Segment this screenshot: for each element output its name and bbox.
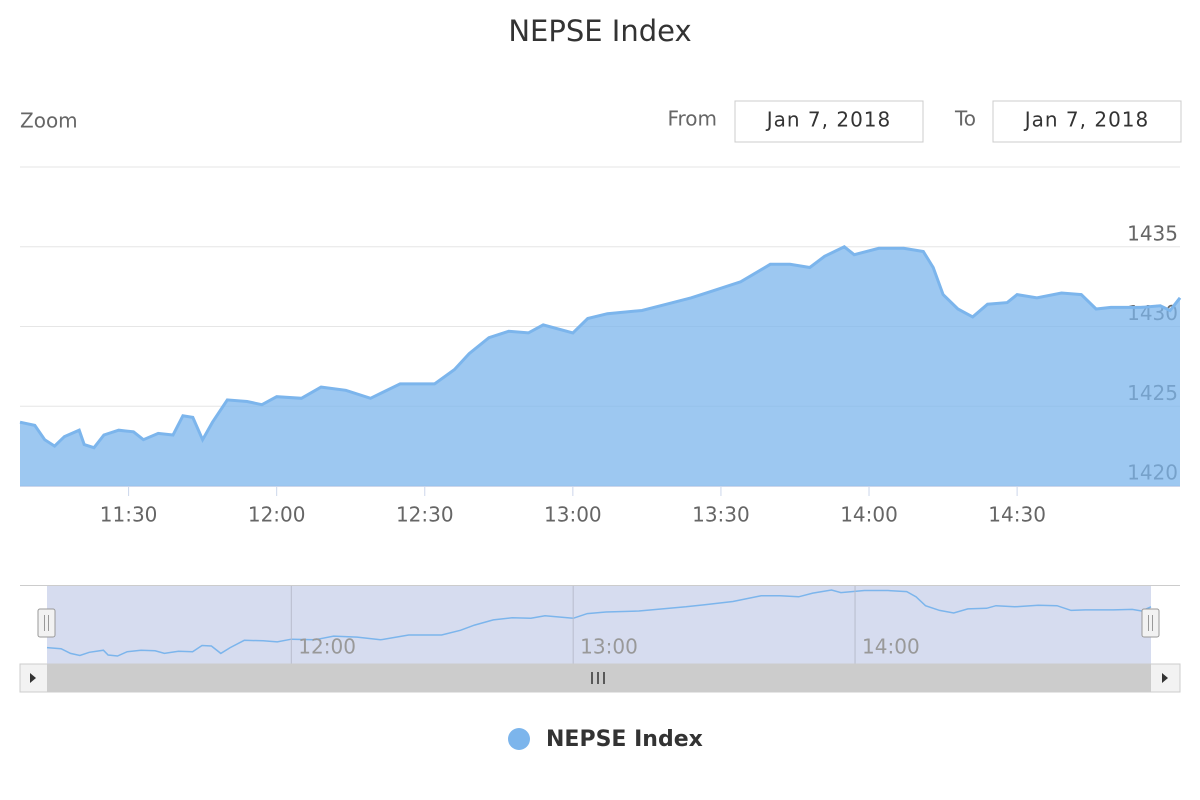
- chart-title: NEPSE Index: [508, 14, 691, 48]
- area-fill: [20, 246, 1180, 486]
- navigator-tick-label: 14:00: [862, 635, 920, 659]
- to-input[interactable]: [992, 100, 1182, 143]
- series-line: [19, 245, 1182, 450]
- from-label: From: [667, 107, 717, 131]
- handle-grip: [44, 615, 49, 631]
- scrollbar-grip: [591, 672, 605, 684]
- to-value[interactable]: Jan 7, 2018: [1023, 108, 1150, 132]
- legend-label[interactable]: NEPSE Index: [546, 727, 703, 752]
- x-tick-label: 11:30: [100, 503, 158, 527]
- x-tick-label: 13:30: [692, 503, 750, 527]
- y-tick-label: 1435: [1127, 221, 1178, 245]
- x-tick-label: 13:00: [544, 503, 602, 527]
- scroll-left-arrow[interactable]: [30, 673, 36, 683]
- x-tick-label: 12:30: [396, 503, 454, 527]
- legend-marker: [508, 728, 530, 750]
- to-label: To: [954, 107, 976, 131]
- navigator-line: [46, 589, 1152, 657]
- handle-grip: [1148, 615, 1153, 631]
- scrollbar-thumb[interactable]: [47, 664, 1151, 692]
- x-tick-label: 12:00: [248, 503, 306, 527]
- navigator-tick-label: 13:00: [580, 635, 638, 659]
- from-input[interactable]: [734, 100, 924, 143]
- navigator-tick-label: 12:00: [298, 635, 356, 659]
- zoom-label: Zoom: [20, 109, 78, 133]
- scroll-right-arrow[interactable]: [1162, 673, 1168, 683]
- navigator-handle-left[interactable]: [37, 608, 56, 638]
- x-tick-label: 14:30: [988, 503, 1046, 527]
- from-value[interactable]: Jan 7, 2018: [765, 108, 892, 132]
- x-tick-label: 14:00: [840, 503, 898, 527]
- navigator-mask: [47, 586, 1151, 664]
- navigator-handle-right[interactable]: [1141, 608, 1160, 638]
